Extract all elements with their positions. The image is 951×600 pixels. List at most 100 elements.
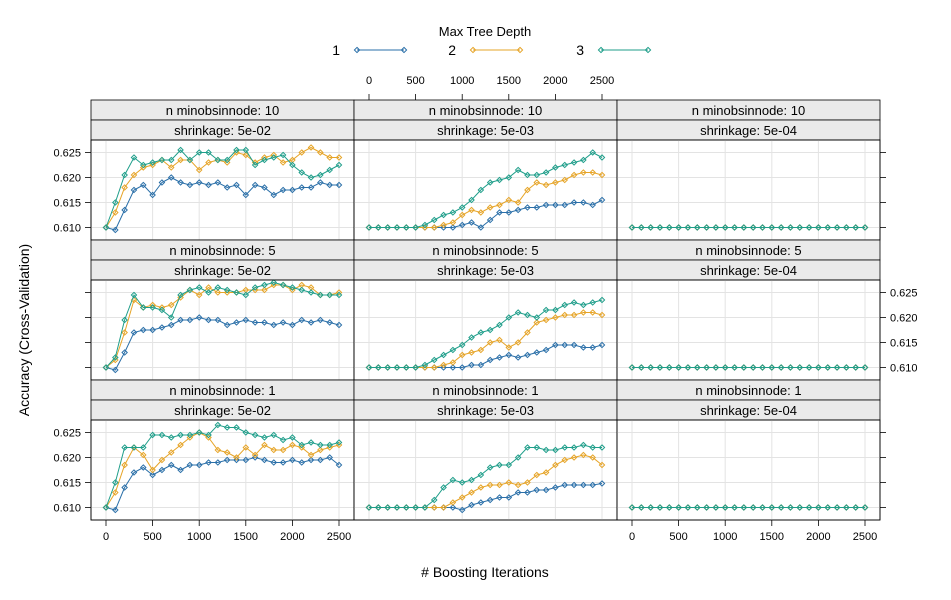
data-point [449, 476, 457, 484]
data-point [298, 184, 306, 191]
x-tick-label: 1500 [234, 531, 258, 543]
data-point [186, 316, 194, 324]
data-point [130, 291, 138, 299]
data-point [205, 431, 212, 439]
data-point [335, 461, 343, 469]
data-point [317, 179, 324, 186]
data-point [384, 364, 391, 371]
data-point [149, 159, 156, 166]
data-point [570, 341, 578, 349]
data-point [589, 444, 596, 451]
data-point [665, 504, 673, 511]
data-point [580, 481, 587, 489]
data-point [158, 156, 166, 164]
data-point [430, 356, 438, 364]
data-point [477, 209, 485, 216]
strip-label-shrinkage: shrinkage: 5e-02 [174, 403, 271, 418]
data-point [496, 176, 503, 184]
data-point [440, 221, 447, 229]
data-point [440, 364, 447, 371]
strip-label-shrinkage: shrinkage: 5e-04 [700, 263, 797, 278]
data-point [279, 186, 287, 194]
x-tick-label: 1500 [497, 75, 521, 87]
data-point [158, 431, 166, 439]
data-point [449, 209, 457, 216]
data-point [552, 314, 559, 321]
data-point [628, 504, 636, 511]
data-point [552, 201, 559, 209]
data-point [514, 206, 522, 214]
data-point [177, 179, 184, 186]
data-point [130, 171, 138, 179]
data-point [638, 364, 645, 371]
data-point [675, 224, 682, 231]
strip-label-shrinkage: shrinkage: 5e-02 [174, 263, 271, 278]
data-point [307, 289, 315, 296]
data-point [307, 439, 315, 446]
y-tick-label: 0.615 [53, 478, 81, 490]
y-tick-label: 0.625 [890, 288, 918, 300]
data-point [261, 319, 268, 326]
data-point [749, 224, 757, 231]
data-point [326, 154, 333, 161]
data-point [365, 224, 373, 231]
x-tick-label: 1000 [713, 531, 737, 543]
data-point [167, 321, 175, 329]
data-point [158, 306, 166, 314]
data-point [477, 224, 485, 231]
data-point [214, 179, 222, 186]
data-point [598, 154, 606, 161]
data-point [421, 224, 429, 231]
data-point [589, 169, 596, 176]
data-point [251, 161, 259, 169]
data-point [242, 291, 250, 299]
data-point [647, 504, 654, 511]
data-point [326, 454, 333, 461]
data-point [824, 504, 832, 511]
legend-marker [400, 46, 408, 54]
data-point [768, 224, 776, 231]
data-point [749, 504, 757, 511]
data-point [317, 441, 324, 449]
data-point [177, 466, 184, 474]
data-point [326, 291, 333, 299]
data-point [270, 281, 278, 289]
data-point [824, 364, 832, 371]
data-point [805, 504, 813, 511]
data-point [815, 364, 822, 371]
data-point [251, 319, 259, 326]
plot-area [616, 279, 881, 381]
data-point [326, 444, 333, 451]
data-point [533, 486, 541, 494]
data-point [524, 186, 531, 194]
data-point [261, 441, 268, 449]
data-point [317, 456, 324, 464]
data-point [580, 301, 587, 309]
data-point [628, 364, 636, 371]
data-point [852, 504, 859, 511]
data-point [298, 444, 306, 451]
strip-label-minobsinnode: n minobsinnode: 5 [695, 243, 801, 258]
data-point [335, 321, 343, 329]
data-point [533, 444, 541, 451]
strip-label-minobsinnode: n minobsinnode: 1 [169, 383, 275, 398]
data-point [242, 191, 250, 199]
data-point [589, 309, 596, 316]
data-point [468, 489, 475, 496]
data-point [102, 224, 110, 231]
x-tick-label: 2000 [806, 531, 830, 543]
data-point [251, 181, 259, 189]
data-point [449, 219, 457, 226]
data-point [552, 306, 559, 314]
strip-label-shrinkage: shrinkage: 5e-03 [437, 263, 534, 278]
data-point [121, 206, 128, 214]
data-point [440, 224, 447, 231]
data-point [561, 161, 569, 169]
y-tick-label: 0.620 [53, 173, 81, 185]
data-point [458, 221, 466, 229]
data-point [486, 464, 494, 471]
data-point [570, 159, 578, 166]
data-point [289, 321, 296, 329]
data-point [533, 171, 541, 179]
data-point [223, 321, 231, 329]
